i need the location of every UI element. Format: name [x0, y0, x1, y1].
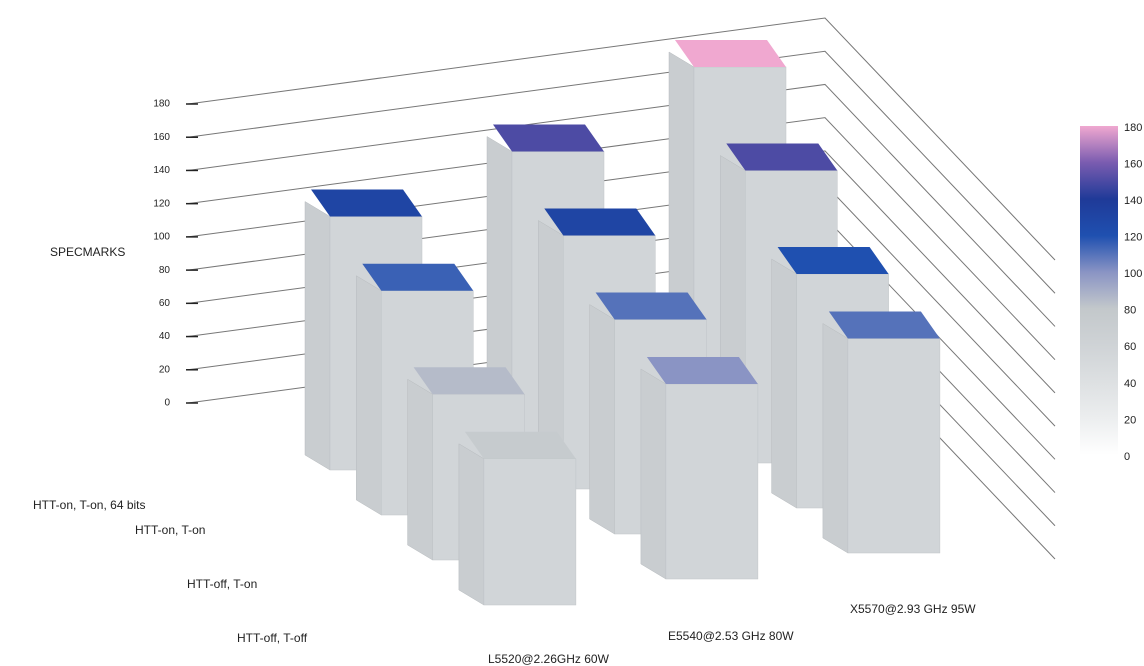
bar-side [407, 378, 433, 561]
y-tick-label: 80 [159, 265, 171, 276]
y-tick-label: 100 [153, 232, 170, 243]
legend-label: HTT-on, T-on [135, 523, 205, 537]
bar-front [483, 458, 577, 606]
bar-front [847, 338, 941, 554]
bar-side [458, 443, 485, 606]
bar-side [304, 201, 331, 471]
colorbar-tick-label: 20 [1124, 414, 1136, 426]
bar-top [311, 189, 422, 217]
legend-label: HTT-off, T-off [237, 631, 308, 645]
y-axis-label: SPECMARKS [50, 245, 125, 259]
bar-side [822, 323, 849, 554]
bar-top [828, 311, 940, 339]
bar-front [665, 383, 759, 580]
colorbar-tick-label: 0 [1124, 451, 1130, 463]
bar-top [595, 292, 707, 320]
bar-top [493, 124, 604, 152]
y-tick-label: 140 [153, 165, 170, 176]
grid-line [187, 83, 1056, 327]
bar-top [777, 247, 889, 274]
y-tick-label: 40 [159, 331, 171, 342]
colorbar-tick-label: 140 [1124, 195, 1142, 207]
colorbar [1080, 126, 1118, 455]
legend-label: HTT-off, T-on [187, 577, 257, 591]
x-tick-label: L5520@2.26GHz 60W [488, 652, 610, 666]
colorbar-tick-label: 80 [1124, 305, 1136, 317]
y-tick-label: 160 [153, 132, 170, 143]
bar-side [589, 304, 615, 535]
y-tick-label: 0 [164, 398, 170, 409]
colorbar-tick-label: 100 [1124, 268, 1142, 280]
bar-side [640, 368, 667, 580]
y-tick-label: 20 [159, 364, 171, 375]
y-tick-label: 120 [153, 198, 170, 209]
bar-top [464, 431, 576, 459]
y-tick-label: 60 [159, 298, 171, 309]
grid-line [187, 50, 1056, 294]
grid-line [187, 17, 1056, 261]
colorbar-tick-label: 40 [1124, 378, 1136, 390]
legend-label: HTT-on, T-on, 64 bits [33, 498, 146, 512]
bar-side [356, 275, 382, 516]
x-tick-label: E5540@2.53 GHz 80W [668, 629, 794, 643]
colorbar-tick-label: 180 [1124, 122, 1142, 134]
y-tick-label: 180 [153, 99, 170, 110]
bar [822, 311, 941, 554]
grid-line [187, 117, 1056, 361]
bar-top [726, 143, 838, 171]
bar [640, 357, 759, 580]
bar-side [771, 258, 797, 509]
bar-top [675, 40, 786, 67]
colorbar-tick-label: 60 [1124, 341, 1136, 353]
bar-top [413, 367, 525, 395]
colorbar-tick-label: 160 [1124, 158, 1142, 170]
bar-top [544, 208, 656, 236]
x-tick-label: X5570@2.93 GHz 95W [850, 602, 976, 616]
bar [458, 431, 577, 606]
bar-top [362, 263, 474, 291]
colorbar-tick-label: 120 [1124, 232, 1142, 244]
bar-top [646, 357, 758, 384]
